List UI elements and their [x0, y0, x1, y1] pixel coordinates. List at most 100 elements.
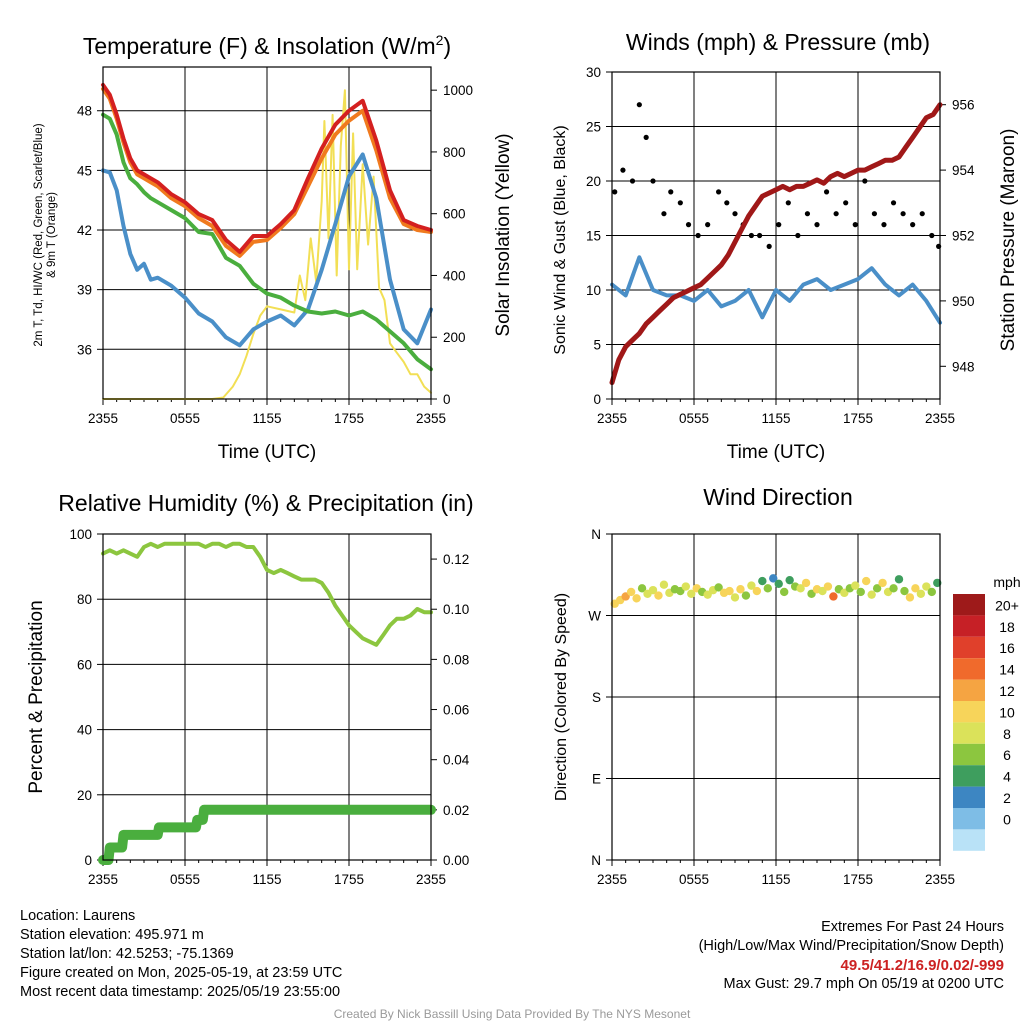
series-sonic-wind [610, 255, 942, 325]
winds-panel: 2355 0555 1155 1755 2355 0 5 10 15 20 25 30 948 950 95… [552, 29, 1019, 463]
y-axis-label: Direction (Colored By Speed) [553, 593, 570, 801]
gust-point [795, 232, 801, 239]
direction-point [648, 585, 658, 595]
y-tick-label: 20 [586, 174, 601, 189]
gust-point [862, 178, 868, 184]
colorbar-label: 4 [1003, 769, 1011, 785]
x-tick-label: 1155 [252, 411, 281, 426]
colorbar-label: 6 [1003, 747, 1011, 763]
direction-point [785, 575, 794, 585]
gust-point [695, 232, 701, 239]
x-tick-label: 1755 [843, 411, 873, 426]
y-tick-label: E [592, 772, 601, 787]
y2-tick-label: 0.12 [443, 552, 469, 567]
y2-tick-label: 952 [952, 229, 975, 244]
y-tick-label: 40 [77, 723, 92, 738]
gust-point [776, 222, 782, 228]
direction-point [867, 590, 876, 599]
colorbar-label: 8 [1003, 726, 1011, 742]
y-tick-label: 100 [69, 527, 92, 542]
colorbar-label: 10 [999, 704, 1015, 720]
chart-title: Temperature (F) & Insolation (W/m2) [83, 32, 451, 59]
colorbar-label: 2 [1003, 790, 1011, 806]
direction-point [922, 582, 931, 591]
plot-frame [611, 533, 941, 861]
gust-point [705, 222, 711, 228]
x-tick-label: 2355 [416, 872, 446, 887]
x-tick-label: 1155 [761, 411, 790, 426]
colorbar-label: 12 [999, 683, 1015, 699]
colorbar-label: 0 [1003, 811, 1011, 827]
direction-point [894, 575, 904, 584]
gust-point [900, 211, 906, 217]
gust-point [629, 178, 636, 184]
chart-title: Wind Direction [703, 484, 853, 510]
gust-point [910, 222, 916, 228]
gust-point [871, 211, 878, 217]
direction-point [626, 587, 636, 597]
y2-tick-label: 400 [443, 268, 466, 283]
direction-point [780, 587, 789, 597]
y2-tick-label: 950 [952, 294, 975, 309]
x-tick-label: 2355 [597, 411, 627, 426]
direction-point [851, 581, 860, 590]
gust-point [929, 232, 935, 239]
colorbar-swatch [953, 722, 985, 744]
direction-point [916, 589, 926, 598]
colorbar-label: 14 [999, 662, 1015, 678]
y2-tick-label: 0.02 [443, 803, 469, 818]
y-tick-label: 20 [77, 788, 92, 803]
x-tick-label: 0555 [679, 411, 709, 426]
direction-point [637, 584, 647, 593]
plot-frame [102, 533, 432, 861]
direction-point [763, 584, 772, 593]
gust-point [732, 211, 738, 217]
extremes-title: Extremes For Past 24 Hours [821, 919, 1004, 935]
direction-point [747, 581, 756, 590]
y2-tick-label: 956 [952, 98, 975, 113]
x-tick-label: 2355 [416, 411, 446, 426]
gust-point [677, 200, 683, 206]
x-axis-label: Time (UTC) [727, 442, 826, 463]
x-tick-label: 1755 [334, 872, 364, 887]
chart-title: Winds (mph) & Pressure (mb) [626, 29, 930, 55]
y-tick-label: S [592, 690, 601, 705]
wind-direction-panel: 2355 0555 1155 1755 2355 N E S W N Wind Direction D… [553, 484, 955, 887]
direction-point [654, 591, 663, 600]
y2-axis-label: Station Pressure (Maroon) [998, 129, 1019, 352]
gust-point [661, 211, 667, 217]
series-rh [101, 541, 433, 647]
gust-point [668, 189, 674, 195]
direction-point [774, 579, 783, 589]
y2-tick-label: 0 [443, 392, 451, 407]
y-tick-label: 80 [77, 592, 92, 607]
y-axis-label-line1: 2m T, Td, HI/WC (Red, Green, Scarlet/Blu… [33, 123, 45, 346]
x-tick-label: 2355 [88, 872, 118, 887]
colorbar-swatch [953, 743, 985, 766]
x-tick-label: 0555 [170, 411, 200, 426]
station-info: Location: Laurens Station elevation: 495… [20, 907, 342, 1002]
colorbar-swatch [953, 615, 985, 637]
x-axis-label: Time (UTC) [218, 442, 317, 463]
direction-point [687, 589, 696, 598]
series-2m-t [101, 82, 433, 254]
y-tick-label: 45 [77, 163, 92, 178]
colorbar-label: 20+ [995, 597, 1019, 613]
y2-tick-label: 948 [952, 359, 975, 374]
x-tick-label: 0555 [679, 872, 709, 887]
colorbar-swatch [953, 808, 985, 830]
gust-point [785, 200, 791, 206]
y2-tick-label: 1000 [443, 83, 473, 98]
x-tick-label: 1755 [843, 872, 873, 887]
y2-tick-label: 800 [443, 145, 466, 160]
colorbar-swatch [953, 765, 985, 787]
direction-point [752, 586, 762, 596]
direction-point [714, 583, 723, 592]
y-tick-label: 25 [586, 120, 601, 135]
y2-tick-label: 0.04 [443, 753, 470, 768]
direction-point [741, 591, 751, 600]
y-tick-label: 39 [77, 283, 92, 298]
gust-point [636, 102, 642, 108]
direction-point [736, 585, 745, 594]
gust-point [612, 189, 618, 195]
